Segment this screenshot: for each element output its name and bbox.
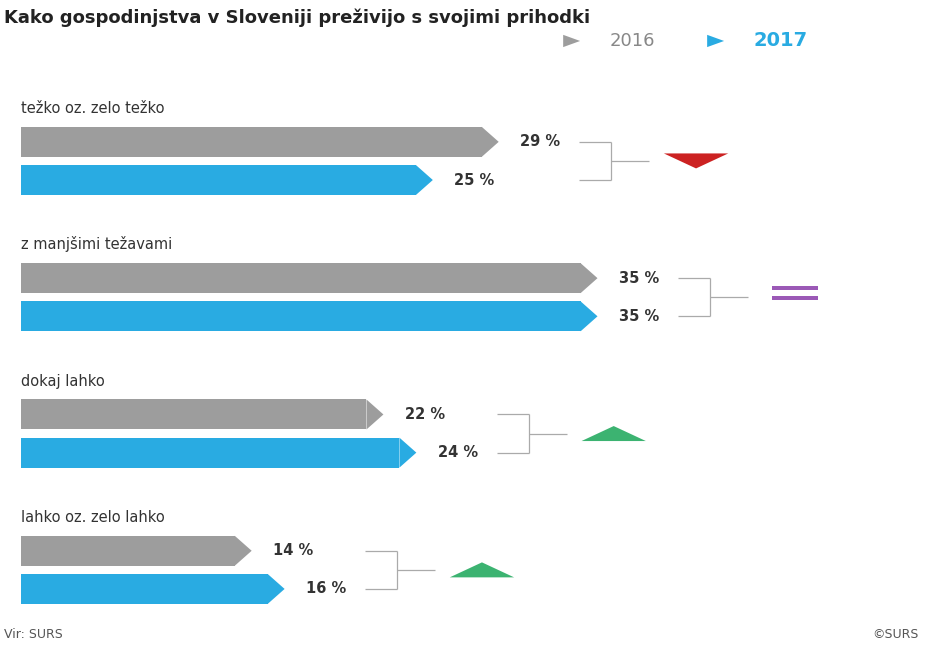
Polygon shape — [367, 400, 384, 430]
Bar — [21, 263, 581, 293]
Text: dokaj lahko: dokaj lahko — [21, 374, 105, 389]
Bar — [21, 400, 367, 430]
Text: 16 %: 16 % — [306, 582, 346, 596]
Polygon shape — [235, 536, 252, 566]
Text: Kako gospodinjstva v Sloveniji preživijo s svojimi prihodki: Kako gospodinjstva v Sloveniji preživijo… — [4, 8, 590, 27]
Polygon shape — [664, 153, 728, 169]
Polygon shape — [482, 127, 499, 157]
Text: Vir: SURS: Vir: SURS — [4, 628, 63, 641]
Bar — [21, 536, 235, 566]
Text: 14 %: 14 % — [273, 543, 313, 558]
Polygon shape — [581, 263, 598, 293]
Text: 24 %: 24 % — [437, 445, 478, 460]
Text: 35 %: 35 % — [619, 309, 659, 324]
Text: lahko oz. zelo lahko: lahko oz. zelo lahko — [21, 510, 164, 525]
Text: 29 %: 29 % — [520, 134, 560, 149]
Polygon shape — [563, 35, 580, 47]
Bar — [21, 301, 581, 332]
Polygon shape — [772, 286, 818, 290]
Polygon shape — [707, 35, 724, 47]
Bar — [21, 165, 415, 195]
Polygon shape — [449, 563, 514, 578]
Text: 35 %: 35 % — [619, 271, 659, 286]
Text: 2016: 2016 — [610, 32, 655, 50]
Bar — [21, 437, 400, 468]
Polygon shape — [415, 165, 432, 195]
Polygon shape — [772, 296, 818, 300]
Polygon shape — [400, 437, 416, 468]
Text: težko oz. zelo težko: težko oz. zelo težko — [21, 101, 164, 116]
Text: 22 %: 22 % — [404, 407, 445, 422]
Text: z manjšimi težavami: z manjšimi težavami — [21, 236, 172, 252]
Text: 25 %: 25 % — [454, 173, 494, 188]
Polygon shape — [268, 574, 285, 604]
Polygon shape — [581, 301, 598, 332]
Text: 2017: 2017 — [754, 31, 807, 51]
Polygon shape — [582, 426, 646, 441]
Bar — [21, 574, 268, 604]
Text: ©SURS: ©SURS — [872, 628, 919, 641]
Bar — [21, 127, 482, 157]
